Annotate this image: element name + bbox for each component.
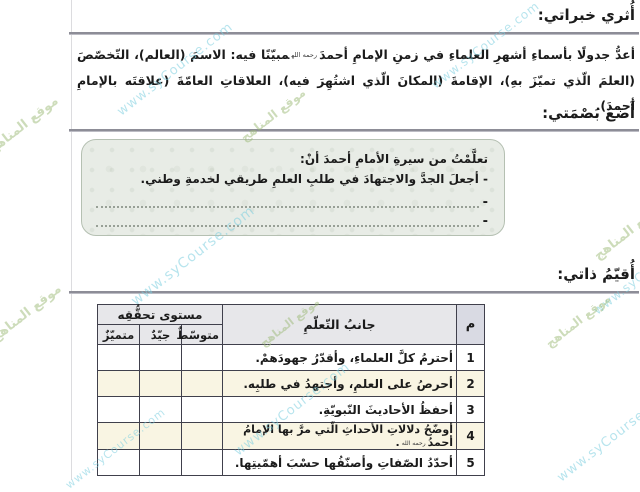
column-header-learning-aspect: جانبُ التّعلّمِ [223,304,459,345]
table-row: 2 أحرصُ على العلمِ، وأجتهدُ في طلبِه. [97,370,487,397]
achievement-cell-good[interactable] [140,449,184,476]
watermark-arabic: موقع المناهج [0,93,63,158]
row-number: 3 [457,396,487,423]
self-evaluation-table: م جانبُ التّعلّمِ مستوى تحقُّقِه متوسّطٌ… [97,304,487,476]
table-row: 1 أحترمُ كلَّ العلماءِ، وأقدّرُ جهودَهمْ… [97,344,487,371]
section-divider [70,32,640,35]
answer-dash: - [483,195,489,210]
honorific-mark: رحمه الله [402,439,427,447]
learning-aspect-text: أحترمُ كلَّ العلماءِ، وأقدّرُ جهودَهمْ. [223,344,459,371]
achievement-cell-average[interactable] [182,422,225,450]
reflection-box: تعلَّمْتُ من سيرةِ الأمامِ أحمدَ أنْ: - … [82,139,506,236]
achievement-cell-excellent[interactable] [97,449,142,476]
achievement-cell-average[interactable] [182,449,225,476]
achievement-cell-good[interactable] [140,370,184,397]
achievement-cell-average[interactable] [182,370,225,397]
table-row: 5 أحدّدُ الصّفاتِ وأصنّفُها حسْبَ أهمّيت… [97,449,487,476]
learning-aspect-text: أحرصُ على العلمِ، وأجتهدُ في طلبِه. [223,370,459,397]
answer-dash: - [483,214,489,229]
reflection-point: - أجعلَ الجدَّ والاجتهادَ في طلبِ العلمِ… [141,172,489,186]
achievement-cell-average[interactable] [182,396,225,423]
achievement-cell-good[interactable] [140,396,184,423]
reflection-intro: تعلَّمْتُ من سيرةِ الأمامِ أحمدَ أنْ: [301,152,489,166]
answer-line[interactable]: - [97,214,489,229]
learning-aspect-text-suffix: . [396,436,401,449]
enrich-paragraph-end: مبيّنًا فيه: الاسمَ (العالم)، التّخصّصَ … [78,47,636,113]
answer-line[interactable]: - [97,195,489,210]
table-row: 4 أوضّحُ دلالاتِ الأحداثِ الّتي مرَّ بها… [97,422,487,450]
row-number: 1 [457,344,487,371]
watermark-arabic: موقع المناهج [0,281,66,346]
achievement-cell-excellent[interactable] [97,396,142,423]
column-header-excellent: متميّزٌ [97,324,142,345]
honorific-mark: رحمه الله [292,51,319,59]
watermark-arabic: موقع المناهج [592,199,640,264]
column-header-achievement-level: مستوى تحقُّقِه [97,304,225,325]
achievement-cell-good[interactable] [140,344,184,371]
column-header-average: متوسّطٌ [177,324,225,345]
achievement-cell-average[interactable] [182,344,225,371]
section-title-imprint: أَضَعُ بَصْمَتي: [543,104,636,122]
table-row: 3 أحفظُ الأحاديثَ النّبويّةِ. [97,396,487,423]
achievement-cell-excellent[interactable] [97,344,142,371]
column-header-number: م [457,304,487,345]
watermark-url: www.syCourse.com [555,385,640,486]
learning-aspect-text: أحفظُ الأحاديثَ النّبويّةِ. [223,396,459,423]
section-title-enrich: أُثري خبراتي: [538,6,636,24]
watermark-arabic: موقع المناهج [543,291,615,351]
dotted-write-line[interactable] [97,198,480,208]
section-divider [70,291,640,294]
achievement-cell-excellent[interactable] [97,370,142,397]
learning-aspect-text-part: أوضّحُ دلالاتِ الأحداثِ الّتي مرَّ بها ا… [244,423,455,449]
enrich-paragraph: أعدُّ جدولًا بأسماءِ أشهرِ العلماءِ في ز… [78,42,636,118]
row-number: 5 [457,449,487,476]
row-number: 2 [457,370,487,397]
learning-aspect-text: أحدّدُ الصّفاتِ وأصنّفُها حسْبَ أهمّيتِه… [223,449,459,476]
section-divider [70,129,640,132]
learning-aspect-text: أوضّحُ دلالاتِ الأحداثِ الّتي مرَّ بها ا… [223,422,459,450]
section-title-evaluate: أُقيّمُ ذاتي: [558,265,636,283]
column-header-good: جيّدٌ [140,324,184,345]
achievement-cell-excellent[interactable] [97,422,142,450]
enrich-paragraph-start: أعدُّ جدولًا بأسماءِ أشهرِ العلماءِ في ز… [320,47,636,62]
page-edge-line [72,0,73,480]
achievement-cell-good[interactable] [140,422,184,450]
row-number: 4 [457,422,487,450]
dotted-write-line[interactable] [97,217,480,227]
